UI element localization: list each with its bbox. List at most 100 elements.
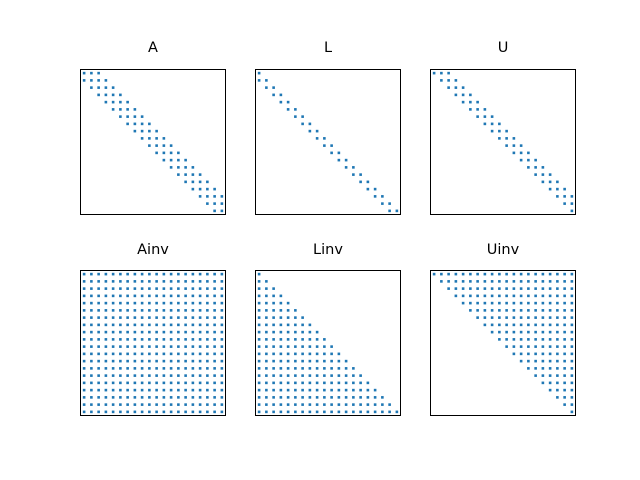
panel-linv-nonzero-point — [257, 287, 261, 290]
panel-ainv-nonzero-point — [148, 272, 151, 276]
panel-linv-nonzero-point — [265, 359, 268, 363]
panel-ainv-nonzero-point — [169, 403, 173, 406]
panel-uinv-nonzero-point — [527, 272, 530, 276]
panel-linv-nonzero-point — [257, 330, 261, 334]
panel-u-nonzero-point — [498, 122, 501, 126]
panel-uinv-nonzero-point — [534, 287, 537, 290]
panel-ainv-nonzero-point — [191, 294, 195, 298]
panel-linv-nonzero-point — [344, 367, 348, 370]
panel-ainv-nonzero-point — [206, 338, 209, 341]
panel-uinv-nonzero-point — [483, 301, 487, 305]
panel-u-nonzero-point — [534, 173, 537, 176]
panel-u-nonzero-point — [461, 86, 465, 89]
panel-ainv-nonzero-point — [90, 272, 93, 276]
panel-uinv-nonzero-point — [548, 388, 552, 392]
panel-linv-nonzero-point — [265, 352, 268, 356]
panel-ainv-nonzero-point — [213, 396, 216, 399]
panel-uinv-nonzero-point — [570, 345, 574, 348]
panel-l-nonzero-point — [286, 108, 290, 111]
panel-a-nonzero-point — [111, 108, 115, 111]
panel-ainv-nonzero-point — [148, 309, 151, 312]
panel-linv-nonzero-point — [373, 410, 377, 414]
panel-l-nonzero-point — [257, 71, 261, 75]
panel-ainv-nonzero-point — [198, 410, 202, 414]
panel-linv-nonzero-point — [359, 403, 362, 406]
panel-linv-nonzero-point — [294, 338, 297, 341]
panel-linv-nonzero-point — [265, 403, 268, 406]
panel-ainv-nonzero-point — [162, 396, 166, 399]
panel-ainv-nonzero-point — [104, 316, 108, 319]
panel-linv-nonzero-point — [265, 367, 268, 370]
panel-linv-nonzero-point — [308, 323, 312, 327]
panel-l-nonzero-point — [272, 86, 275, 89]
panel-linv-nonzero-point — [265, 345, 268, 348]
panel-u-frame — [430, 69, 576, 215]
panel-uinv-nonzero-point — [498, 272, 501, 276]
panel-uinv-nonzero-point — [527, 301, 530, 305]
panel-linv-nonzero-point — [286, 316, 290, 319]
panel-ainv-nonzero-point — [213, 323, 216, 327]
panel-ainv-nonzero-point — [133, 330, 137, 334]
panel-ainv-nonzero-point — [169, 330, 173, 334]
panel-linv-nonzero-point — [330, 396, 333, 399]
panel-uinv-nonzero-point — [519, 316, 523, 319]
panel-ainv-nonzero-point — [133, 280, 137, 283]
panel-uinv-nonzero-point — [519, 294, 523, 298]
panel-linv-nonzero-point — [315, 330, 319, 334]
panel-ainv-nonzero-point — [82, 403, 86, 406]
panel-ainv-nonzero-point — [126, 323, 129, 327]
panel-ainv-nonzero-point — [162, 272, 166, 276]
panel-a-nonzero-point — [184, 158, 187, 162]
panel-ainv-nonzero-point — [119, 367, 122, 370]
panel-ainv-nonzero-point — [126, 374, 129, 377]
panel-ainv-nonzero-point — [82, 410, 86, 414]
panel-linv-nonzero-point — [352, 381, 355, 385]
panel-ainv-nonzero-point — [198, 316, 202, 319]
panel-linv-nonzero-point — [265, 287, 268, 290]
panel-ainv-nonzero-point — [97, 294, 100, 298]
panel-uinv-nonzero-point — [556, 294, 559, 298]
panel-linv-nonzero-point — [301, 323, 304, 327]
panel-uinv-nonzero-point — [556, 352, 559, 356]
panel-a-nonzero-point — [97, 93, 100, 97]
panel-ainv-nonzero-point — [177, 309, 180, 312]
panel-ainv-nonzero-point — [126, 388, 129, 392]
panel-ainv-nonzero-point — [90, 396, 93, 399]
panel-uinv-nonzero-point — [570, 367, 574, 370]
panel-a-nonzero-point — [111, 86, 115, 89]
panel-ainv-nonzero-point — [126, 403, 129, 406]
panel-ainv-nonzero-point — [126, 352, 129, 356]
panel-linv-nonzero-point — [308, 381, 312, 385]
panel-a-nonzero-point — [119, 108, 122, 111]
panel-u-nonzero-point — [469, 93, 472, 97]
panel-ainv-nonzero-point — [133, 396, 137, 399]
panel-linv-nonzero-point — [265, 396, 268, 399]
panel-l-nonzero-point — [308, 122, 312, 126]
panel-ainv-nonzero-point — [126, 345, 129, 348]
panel-uinv-nonzero-point — [519, 301, 523, 305]
panel-a-nonzero-point — [148, 122, 151, 126]
panel-linv-nonzero-point — [294, 309, 297, 312]
panel-u-nonzero-point — [447, 86, 450, 89]
panel-l-nonzero-point — [359, 180, 362, 184]
panel-uinv-nonzero-point — [556, 323, 559, 327]
panel-ainv-nonzero-point — [213, 352, 216, 356]
panel-ainv-nonzero-point — [126, 330, 129, 334]
panel-ainv-nonzero-point — [111, 388, 115, 392]
panel-linv-nonzero-point — [294, 359, 297, 363]
panel-ainv-nonzero-point — [119, 352, 122, 356]
panel-ainv-nonzero-point — [90, 294, 93, 298]
panel-ainv-nonzero-point — [162, 345, 166, 348]
panel-uinv-nonzero-point — [519, 359, 523, 363]
panel-ainv-nonzero-point — [140, 381, 144, 385]
panel-linv-nonzero-point — [265, 374, 268, 377]
panel-uinv-nonzero-point — [534, 330, 537, 334]
panel-ainv-nonzero-point — [184, 301, 187, 305]
panel-uinv-nonzero-point — [527, 323, 530, 327]
panel-ainv-nonzero-point — [82, 367, 86, 370]
panel-linv-nonzero-point — [294, 410, 297, 414]
panel-l-nonzero-point — [344, 166, 348, 169]
panel-ainv-nonzero-point — [90, 352, 93, 356]
panel-a-nonzero-point — [213, 195, 216, 198]
panel-ainv-nonzero-point — [155, 374, 158, 377]
